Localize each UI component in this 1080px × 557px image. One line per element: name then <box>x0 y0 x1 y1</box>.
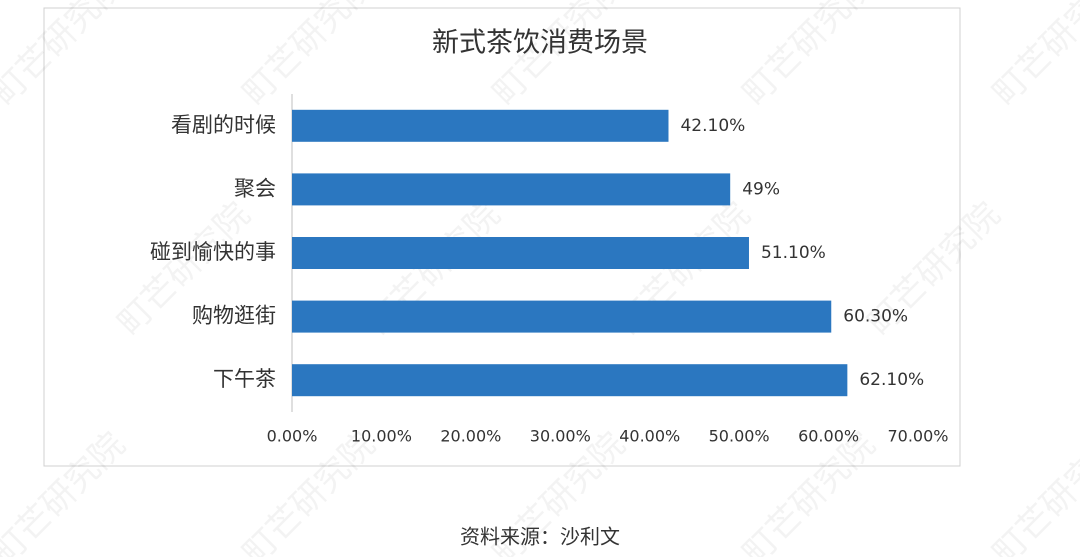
bar <box>292 109 669 142</box>
bar <box>292 300 832 333</box>
watermark: 町芒研究院 <box>985 425 1080 557</box>
x-tick-label: 10.00% <box>351 427 412 446</box>
value-label: 60.30% <box>843 307 908 327</box>
source-note: 资料来源：沙利文 <box>460 525 620 549</box>
x-tick-label: 50.00% <box>709 427 770 446</box>
value-label: 62.10% <box>859 370 924 390</box>
bar <box>292 364 848 397</box>
value-label: 49% <box>742 179 780 199</box>
watermark: 町芒研究院 <box>735 0 883 113</box>
watermark: 町芒研究院 <box>985 0 1080 113</box>
y-tick-label: 购物逛街 <box>192 304 276 328</box>
watermark: 町芒研究院 <box>0 0 133 113</box>
x-tick-label: 60.00% <box>798 427 859 446</box>
x-tick-label: 40.00% <box>619 427 680 446</box>
x-tick-label: 20.00% <box>440 427 501 446</box>
bar <box>292 237 749 269</box>
watermark: 町芒研究院 <box>235 0 383 113</box>
x-tick-label: 30.00% <box>530 427 591 446</box>
y-tick-label: 碰到愉快的事 <box>150 240 276 264</box>
chart-title: 新式茶饮消费场景 <box>432 28 648 59</box>
watermark: 町芒研究院 <box>0 425 133 557</box>
y-tick-label: 聚会 <box>234 176 276 200</box>
y-tick-label: 下午茶 <box>213 367 276 391</box>
x-tick-label: 70.00% <box>887 427 948 446</box>
chart-frame <box>43 7 961 467</box>
y-tick-label: 看剧的时候 <box>171 113 276 137</box>
value-label: 42.10% <box>680 116 745 136</box>
bar <box>292 173 731 206</box>
x-tick-label: 0.00% <box>267 427 318 446</box>
value-label: 51.10% <box>761 243 826 263</box>
